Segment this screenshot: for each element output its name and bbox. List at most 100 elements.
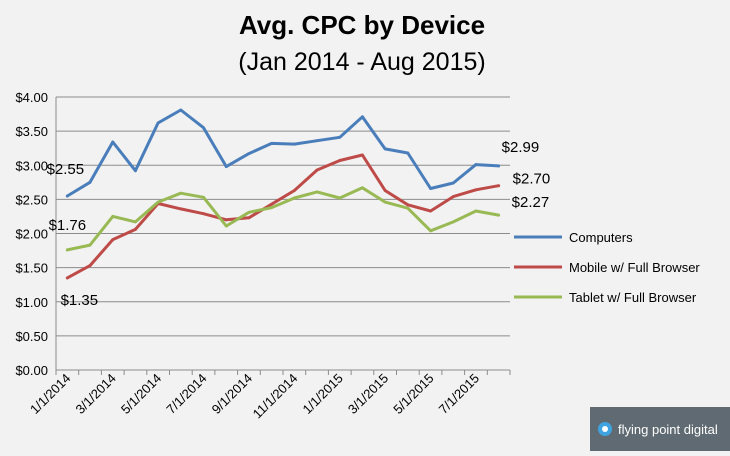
legend-entry: Mobile w/ Full Browser	[569, 260, 700, 275]
x-tick-label: 3/1/2015	[345, 371, 391, 417]
data-point	[65, 276, 69, 280]
data-point	[156, 121, 160, 125]
data-point	[406, 206, 410, 210]
data-point	[474, 163, 478, 166]
chart-title: Avg. CPC by Device	[239, 10, 485, 40]
y-tick-label: $2.00	[15, 227, 48, 242]
data-point	[338, 196, 342, 200]
legend-entry: Computers	[569, 230, 633, 245]
data-point	[111, 238, 115, 242]
x-tick-label: 9/1/2014	[209, 371, 255, 417]
y-tick-label: $4.00	[15, 90, 48, 105]
chart-subtitle: (Jan 2014 - Aug 2015)	[238, 48, 485, 76]
data-point	[429, 209, 432, 213]
brand-text: flying point digital	[618, 421, 718, 437]
x-tick-label: 1/1/2015	[299, 371, 345, 417]
data-label: $1.76	[49, 217, 87, 234]
x-tick-label: 5/1/2014	[118, 371, 164, 417]
data-point	[338, 159, 342, 162]
data-point	[474, 188, 478, 192]
data-point	[270, 202, 274, 206]
data-point	[315, 168, 319, 172]
legend-entry: Tablet w/ Full Browser	[569, 290, 697, 305]
data-point	[134, 220, 137, 224]
data-point	[292, 196, 296, 200]
data-point	[224, 165, 228, 169]
data-point	[247, 152, 251, 156]
data-point	[156, 200, 160, 204]
data-point	[451, 220, 455, 224]
data-point	[497, 164, 501, 168]
data-label: $2.99	[502, 139, 540, 156]
y-tick-label: $1.00	[15, 295, 48, 310]
data-point	[134, 228, 137, 231]
logo-icon	[598, 422, 612, 436]
data-point	[179, 207, 183, 211]
data-point	[224, 218, 228, 222]
series-lines	[65, 108, 501, 280]
data-point	[247, 216, 251, 220]
data-label: $2.55	[47, 161, 85, 178]
data-annotations: $2.55 $1.76 $1.35 $2.99 $2.70 $2.27	[47, 139, 551, 309]
data-point	[88, 243, 92, 247]
data-point	[383, 200, 387, 204]
data-point	[65, 194, 69, 198]
data-point	[451, 195, 455, 199]
data-point	[429, 229, 432, 233]
data-point	[383, 189, 387, 192]
data-point	[474, 209, 478, 213]
data-point	[315, 190, 319, 194]
data-point	[134, 169, 137, 173]
data-point	[497, 213, 501, 217]
data-point	[383, 147, 387, 151]
data-point	[361, 153, 364, 157]
data-point	[202, 126, 205, 130]
data-label: $2.70	[513, 171, 551, 188]
y-tick-label: $0.50	[15, 329, 48, 344]
legend: Computers Mobile w/ Full Browser Tablet w/…	[514, 230, 700, 305]
brand-badge: flying point digital	[590, 407, 730, 451]
data-point	[361, 186, 364, 190]
data-point	[429, 187, 432, 190]
x-tick-label: 11/1/2014	[250, 371, 301, 422]
data-label: $2.27	[512, 194, 550, 211]
data-point	[292, 142, 296, 146]
x-tick-label: 5/1/2015	[390, 371, 436, 417]
y-tick-label: $1.50	[15, 261, 48, 276]
data-point	[338, 135, 342, 139]
data-point	[406, 151, 410, 155]
data-point	[292, 189, 296, 192]
data-point	[270, 142, 274, 145]
series-line-2	[65, 186, 501, 252]
data-point	[497, 184, 501, 188]
data-point	[406, 203, 410, 207]
data-point	[65, 248, 69, 252]
data-point	[315, 139, 319, 143]
data-label: $1.35	[61, 292, 99, 309]
data-point	[247, 210, 251, 214]
data-point	[202, 212, 205, 216]
data-point	[111, 215, 115, 218]
series-line-1	[65, 153, 501, 280]
data-point	[224, 224, 228, 228]
data-point	[451, 181, 455, 185]
y-tick-label: $2.50	[15, 192, 48, 207]
data-point	[88, 180, 92, 184]
data-point	[179, 108, 183, 112]
x-tick-label: 3/1/2014	[72, 371, 118, 417]
data-point	[88, 264, 92, 267]
y-tick-label: $3.00	[15, 158, 48, 173]
data-point	[111, 140, 115, 144]
x-tick-label: 7/1/2014	[163, 371, 209, 417]
y-tick-label: $3.50	[15, 124, 48, 139]
series-line-0	[65, 108, 501, 198]
data-point	[202, 195, 205, 199]
x-tick-label: 7/1/2015	[436, 371, 482, 417]
axes: $0.00 $0.50 $1.00 $1.50 $2.00 $2.50 $3.00 $3.50…	[15, 90, 511, 422]
data-point	[361, 115, 364, 119]
data-point	[270, 206, 274, 209]
y-tick-label: $0.00	[15, 363, 48, 378]
data-point	[179, 191, 183, 195]
